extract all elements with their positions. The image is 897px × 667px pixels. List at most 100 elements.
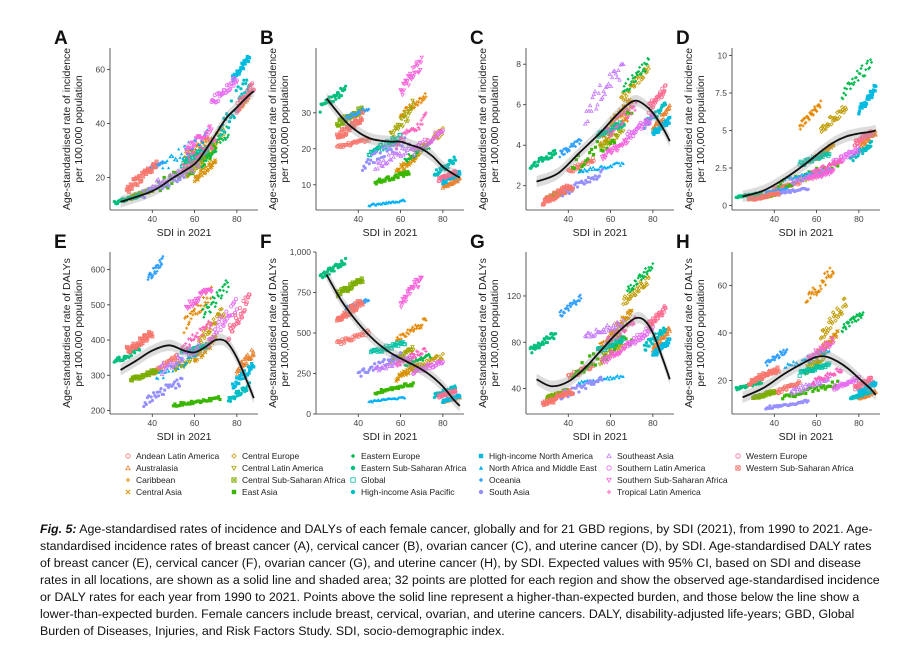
data-point — [861, 151, 865, 156]
y-axis-title-line: Age-standardised rate of incidence — [477, 48, 489, 210]
data-point — [182, 144, 186, 148]
data-point — [172, 170, 176, 174]
data-point — [186, 146, 191, 151]
data-point — [434, 168, 439, 172]
data-point — [237, 381, 241, 386]
data-point — [189, 172, 193, 176]
data-point — [417, 326, 421, 331]
data-point — [407, 71, 413, 77]
data-point — [241, 82, 245, 86]
data-point — [156, 394, 161, 398]
data-point — [414, 128, 418, 132]
data-point — [582, 163, 586, 167]
series-central-asia — [192, 158, 218, 184]
data-point — [663, 327, 668, 331]
data-point — [401, 88, 407, 93]
data-point — [380, 180, 384, 184]
data-point — [406, 170, 410, 174]
data-point — [447, 162, 451, 167]
data-point — [185, 326, 189, 330]
data-point — [668, 337, 672, 341]
data-points — [112, 254, 257, 409]
y-axis-title-line: Age-standardised rate of DALYs — [61, 258, 73, 408]
y-tick-label: 0 — [722, 201, 727, 211]
data-point — [209, 127, 214, 132]
data-point — [200, 156, 204, 160]
y-axis-title-line: Age-standardised rate of incidence — [267, 48, 279, 210]
data-point — [602, 92, 608, 97]
data-point — [615, 149, 620, 154]
data-point — [228, 116, 233, 120]
x-axis-title: SDI in 2021 — [363, 227, 418, 239]
data-point — [667, 102, 673, 107]
data-point — [192, 141, 198, 146]
data-point — [182, 331, 186, 335]
data-point — [218, 141, 223, 145]
series-central-europe — [621, 274, 651, 307]
data-point — [455, 178, 460, 183]
data-point — [146, 277, 150, 282]
data-point — [410, 384, 414, 388]
data-point — [318, 110, 322, 114]
data-point — [633, 108, 637, 112]
data-point — [381, 158, 387, 163]
data-point — [186, 155, 191, 159]
series-north-africa-and-middle-east — [161, 128, 209, 170]
data-point — [667, 341, 671, 345]
data-point — [415, 122, 419, 126]
y-axis-title-line: Age-standardised rate of incidence — [683, 48, 695, 210]
data-point — [227, 120, 232, 124]
x-tick-label: 80 — [232, 418, 242, 428]
data-point — [402, 167, 407, 172]
data-point — [245, 352, 251, 357]
data-point — [615, 373, 620, 377]
data-point — [171, 172, 176, 177]
data-point — [591, 165, 595, 169]
data-point — [636, 80, 642, 86]
data-point — [545, 340, 550, 345]
data-point — [239, 377, 243, 381]
data-point — [413, 70, 418, 75]
data-point — [574, 181, 578, 185]
data-point — [390, 150, 395, 155]
data-point — [408, 156, 413, 160]
data-point — [398, 116, 403, 121]
y-tick-label: 500 — [91, 300, 105, 310]
y-axis-title-line: per 100,000 population — [695, 75, 707, 183]
data-point — [597, 82, 603, 87]
data-point — [424, 144, 429, 149]
data-point — [172, 158, 176, 162]
data-point — [632, 284, 636, 288]
data-point — [216, 395, 221, 399]
data-point — [418, 68, 423, 73]
data-point — [344, 84, 348, 88]
data-point — [575, 185, 580, 189]
data-point — [850, 77, 855, 81]
y-tick-label: 300 — [91, 370, 105, 380]
data-point — [213, 305, 217, 309]
data-point — [185, 164, 189, 168]
data-point — [142, 196, 147, 200]
data-point — [392, 129, 397, 134]
data-point — [161, 392, 166, 397]
data-point — [216, 98, 221, 103]
data-point — [367, 107, 371, 111]
data-point — [369, 158, 373, 162]
data-point — [161, 160, 165, 164]
data-point — [856, 78, 860, 83]
data-point — [219, 133, 223, 137]
data-point — [229, 99, 234, 103]
y-tick-label: 10 — [718, 51, 728, 61]
data-point — [215, 290, 219, 295]
data-point — [211, 98, 216, 103]
data-point — [416, 103, 420, 107]
data-point — [601, 144, 607, 149]
data-point — [585, 118, 590, 123]
y-tick-label: 4 — [516, 140, 521, 150]
data-point — [411, 75, 416, 80]
data-point — [357, 110, 361, 114]
data-point — [201, 295, 206, 300]
data-point — [187, 158, 192, 162]
